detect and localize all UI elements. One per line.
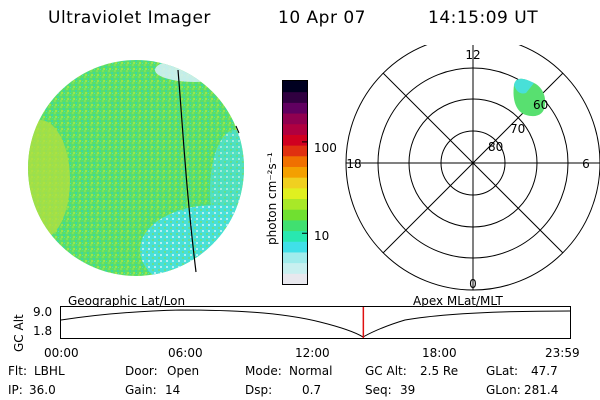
- seq-value: 39: [400, 383, 416, 397]
- timeline-x-1200: 12:00: [295, 346, 330, 360]
- mlt-label-12: 12: [465, 48, 480, 62]
- gain-value: 14: [165, 383, 181, 397]
- gain-label: Gain:: [125, 383, 157, 397]
- filter-value: LBHL: [34, 364, 65, 378]
- gc-alt-label: GC Alt:: [365, 364, 407, 378]
- gc-alt-value: 2.5 Re: [420, 364, 459, 378]
- mode-value: Normal: [289, 364, 333, 378]
- timeline-x-0600: 06:00: [168, 346, 203, 360]
- terminator-line: [177, 69, 197, 273]
- altitude-timeline: [60, 306, 571, 339]
- glon-value: 281.4: [524, 383, 559, 397]
- glon-label: GLon:: [486, 383, 521, 397]
- timeline-y-min: 1.8: [33, 324, 53, 338]
- geographic-caption: Geographic Lat/Lon: [68, 294, 186, 308]
- colorbar-swatch: [283, 155, 307, 167]
- seq-label: Seq:: [365, 383, 392, 397]
- colorbar-tick-100: 100: [314, 141, 337, 155]
- timeline-y-max: 9.0: [33, 305, 53, 319]
- dsp-value: 0.7: [302, 383, 322, 397]
- dsp-label: Dsp:: [245, 383, 273, 397]
- mlt-label-18: 18: [346, 157, 361, 171]
- mode-label: Mode:: [245, 364, 282, 378]
- colorbar-tick-10: 10: [314, 229, 330, 243]
- geographic-image: [28, 60, 244, 276]
- instrument-title: Ultraviolet Imager: [48, 8, 211, 28]
- glat-value: 47.7: [531, 364, 558, 378]
- mlat-label-60: 60: [533, 98, 548, 112]
- filter-label: Flt:: [8, 364, 27, 378]
- mlt-label-0: 0: [469, 277, 477, 291]
- colorbar-swatch: [283, 209, 307, 221]
- apex-caption: Apex MLat/MLT: [413, 294, 503, 308]
- altitude-curve: [60, 309, 571, 338]
- mlat-label-80: 80: [488, 140, 503, 154]
- timeline-axis-label: GC Alt: [12, 314, 26, 352]
- colorbar-swatch: [283, 113, 307, 125]
- ip-label: IP:: [8, 383, 23, 397]
- colorbar: [282, 80, 308, 285]
- colorbar-swatch: [283, 241, 307, 253]
- colorbar-unit-label: photon cm⁻²s⁻¹: [265, 152, 279, 245]
- observation-date: 10 Apr 07: [278, 8, 366, 28]
- mlat-label-70: 70: [510, 122, 525, 136]
- timeline-x-0000: 00:00: [44, 346, 79, 360]
- glat-label: GLat:: [486, 364, 519, 378]
- colorbar-swatch: [283, 251, 307, 264]
- colorbar-swatch: [283, 81, 307, 93]
- colorbar-swatch: [283, 91, 307, 103]
- colorbar-swatch: [283, 273, 307, 285]
- colorbar-swatch: [283, 230, 307, 242]
- ip-value: 36.0: [29, 383, 56, 397]
- timeline-x-1800: 18:00: [422, 346, 457, 360]
- door-label: Door:: [125, 364, 158, 378]
- colorbar-swatch: [283, 134, 307, 146]
- door-value: Open: [167, 364, 200, 378]
- colorbar-swatch: [283, 262, 307, 274]
- polar-plot: 12 18 6 0 80 70 60: [345, 45, 600, 291]
- colorbar-swatch: [283, 166, 307, 178]
- observation-time: 14:15:09 UT: [428, 8, 539, 28]
- colorbar-swatch: [283, 219, 307, 232]
- colorbar-swatch: [283, 123, 307, 135]
- colorbar-swatch: [283, 102, 307, 114]
- colorbar-swatch: [283, 187, 307, 200]
- colorbar-swatch: [283, 198, 307, 210]
- colorbar-swatch: [283, 145, 307, 157]
- colorbar-frame: [282, 80, 308, 285]
- colorbar-swatch: [283, 177, 307, 189]
- timeline-x-2359: 23:59: [545, 346, 580, 360]
- mlt-label-6: 6: [582, 157, 590, 171]
